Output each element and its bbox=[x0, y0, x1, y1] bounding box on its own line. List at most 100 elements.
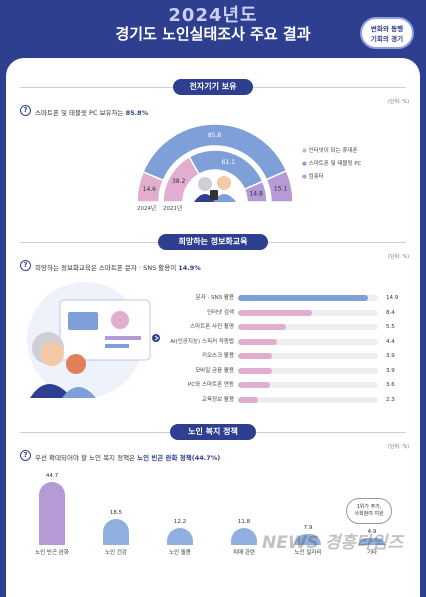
column-label: 기타 bbox=[366, 550, 378, 556]
year-label-2021: 2021년 bbox=[163, 206, 183, 212]
grandfather-head-icon bbox=[66, 354, 86, 374]
callout-line-1: 1위가 주거, bbox=[356, 504, 382, 510]
bar-value: 3.9 bbox=[386, 367, 395, 374]
grandfather-head-icon bbox=[217, 176, 231, 190]
bar-track bbox=[238, 382, 378, 388]
column-label: 노인 돌봄 bbox=[169, 550, 191, 556]
bar-track bbox=[238, 338, 378, 345]
column-bar bbox=[103, 519, 129, 545]
column-value: 7.9 bbox=[303, 524, 313, 531]
bar-track bbox=[238, 309, 378, 316]
column-value: 4.9 bbox=[367, 529, 377, 536]
bar-track bbox=[238, 367, 378, 374]
bar-row: PC와 스마트폰 연동 3.6 bbox=[170, 379, 400, 391]
grandmother-body-icon bbox=[30, 384, 72, 398]
year-label-2024: 2024년 bbox=[137, 206, 157, 212]
section-title-welfare: 노인 복지 정책 bbox=[170, 424, 256, 440]
column-label: 노인 일자리 bbox=[294, 550, 322, 556]
column-label: 치매 관련 bbox=[233, 550, 255, 556]
headline-education: 희망하는 정보화교육은 스마트폰 문자 · SNS 활용이 14.9% bbox=[35, 264, 201, 272]
bar-value: 3.6 bbox=[386, 382, 395, 388]
headline-devices: 스마트폰 및 태블릿 PC 보유자는 85.8% bbox=[35, 109, 149, 117]
section-title-education: 희망하는 정보화교육 bbox=[158, 234, 268, 250]
screen-panel bbox=[68, 312, 98, 330]
bar bbox=[238, 367, 273, 374]
column-bar bbox=[39, 482, 65, 545]
bar-label: 스마트폰 사진 촬영 bbox=[190, 324, 234, 330]
report-year: 2024년도 bbox=[168, 5, 258, 26]
donut-value-label: 15.1 bbox=[274, 185, 288, 192]
column-bar bbox=[231, 528, 257, 545]
bar-track bbox=[238, 396, 378, 403]
bar bbox=[238, 396, 259, 403]
pie-icon bbox=[111, 311, 129, 329]
bar-track bbox=[238, 324, 378, 330]
bar-row: AI(인공지능) 스피커 작동법 4.4 bbox=[170, 336, 400, 348]
column-bar bbox=[295, 533, 321, 545]
bar-row: 모바일 금융 활용 3.9 bbox=[170, 365, 400, 377]
donut-value-label: 85.8 bbox=[208, 132, 222, 139]
legend-item-phone: ● 인터넷이 되는 휴대폰 bbox=[302, 148, 358, 154]
bar-value: 14.9 bbox=[386, 295, 399, 301]
slogan-line-2: 기회의 경기 bbox=[370, 35, 404, 43]
bar-row: 키오스크 활용 3.9 bbox=[170, 350, 400, 362]
column-bar bbox=[359, 538, 385, 545]
page-title: 경기도 노인실태조사 주요 결과 bbox=[115, 25, 311, 43]
bar-value: 8.4 bbox=[386, 309, 395, 316]
column-label: 노인 빈곤 완화 bbox=[35, 550, 69, 556]
column-bar bbox=[167, 527, 193, 545]
callout-line-2: 사회참여 지원 bbox=[354, 511, 384, 517]
headline-welfare: 우선 확대되어야 할 노인 복지 정책은 노인 빈곤 완화 정책(44.7%) bbox=[35, 454, 221, 462]
donut-segment bbox=[243, 180, 268, 203]
callout-bubble: 1위가 주거, 사회참여 지원 bbox=[346, 498, 392, 524]
unit-label: (단위: %) bbox=[388, 254, 410, 260]
bar-row: 교육정보 활용 2.3 bbox=[170, 394, 400, 406]
screen-bar bbox=[105, 336, 141, 340]
donut-value-label: 14.6 bbox=[143, 186, 157, 193]
watermark-logo: NEWS 경흥타임즈 bbox=[262, 533, 403, 553]
bar-row: 스마트폰 사진 촬영 5.5 bbox=[170, 321, 400, 333]
bar-label: 문자 · SNS 활용 bbox=[195, 295, 234, 301]
bar bbox=[238, 309, 312, 316]
donut-value-label: 38.2 bbox=[172, 178, 186, 185]
question-icon: ? bbox=[20, 105, 31, 116]
slogan-badge: 변화와 동행 기회의 경기 bbox=[360, 17, 414, 49]
bar bbox=[238, 295, 369, 301]
bar-label: 인터넷 검색 bbox=[206, 309, 234, 316]
bar-value: 4.4 bbox=[386, 338, 395, 345]
bar bbox=[238, 324, 287, 330]
column-label: 노인 건강 bbox=[105, 550, 127, 556]
screen-bar bbox=[105, 344, 129, 348]
donut-value-label: 14.8 bbox=[249, 191, 263, 198]
grandfather-body-icon bbox=[213, 194, 236, 202]
bar bbox=[238, 338, 277, 345]
legend-dot-phone: ● bbox=[302, 148, 307, 154]
legend-dot-smartphone: ● bbox=[302, 161, 307, 167]
slogan-line-1: 변화와 동행 bbox=[370, 25, 404, 33]
bar-value: 3.9 bbox=[386, 353, 395, 359]
arrow-icon bbox=[152, 334, 160, 342]
bar-value: 5.5 bbox=[386, 324, 395, 330]
column-value: 12.2 bbox=[173, 518, 187, 525]
donut-segment bbox=[265, 169, 294, 203]
question-icon: ? bbox=[20, 450, 31, 461]
page-header: 2024년도 경기도 노인실태조사 주요 결과 변화와 동행 기회의 경기 bbox=[0, 0, 426, 52]
bar-label: 모바일 금융 활용 bbox=[195, 367, 234, 374]
bar-row: 문자 · SNS 활용 14.9 bbox=[170, 292, 400, 304]
bar-value: 2.3 bbox=[386, 396, 395, 403]
legend-item-smartphone: ● 스마트폰 및 태블릿 PC bbox=[302, 161, 362, 167]
column-value: 11.8 bbox=[237, 519, 251, 526]
smartphone-icon bbox=[210, 190, 218, 200]
bar-track bbox=[238, 295, 378, 301]
unit-label: (단위: %) bbox=[388, 444, 410, 450]
bar-label: PC와 스마트폰 연동 bbox=[187, 382, 234, 388]
legend-item-computer: ● 컴퓨터 bbox=[302, 174, 324, 180]
bar-label: 교육정보 활용 bbox=[201, 396, 234, 403]
bar-row: 인터넷 검색 8.4 bbox=[170, 307, 400, 319]
grandfather-body-icon bbox=[62, 387, 96, 398]
bar-track bbox=[238, 353, 378, 359]
question-icon: ? bbox=[20, 260, 31, 271]
grandmother-head-icon bbox=[198, 177, 212, 191]
